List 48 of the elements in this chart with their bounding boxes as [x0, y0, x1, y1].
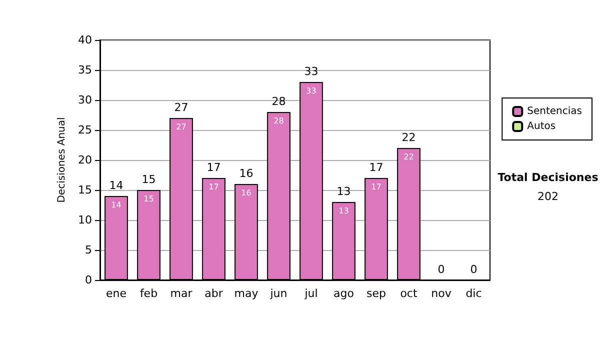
- x-tick-label: jun: [269, 287, 288, 300]
- y-tick-label: 35: [78, 64, 92, 76]
- total-label: 16: [239, 167, 254, 180]
- data-label: 17: [208, 182, 219, 192]
- data-label: 28: [274, 116, 284, 126]
- data-label: 13: [338, 206, 349, 216]
- x-tick-label: feb: [140, 287, 158, 300]
- x-tick-label: nov: [431, 287, 452, 300]
- data-label: 33: [306, 86, 316, 96]
- x-tick-label: oct: [400, 287, 418, 300]
- x-tick-label: dic: [466, 287, 482, 300]
- y-tick-label: 0: [85, 274, 92, 286]
- total-label: 27: [174, 101, 188, 114]
- x-tick-label: jul: [304, 287, 318, 300]
- data-label: 17: [371, 182, 382, 192]
- total-label: 22: [402, 131, 416, 144]
- data-label: 16: [241, 188, 252, 198]
- legend-label: Sentencias: [527, 106, 582, 117]
- x-tick-label: mar: [170, 287, 193, 300]
- y-tick-label: 5: [85, 244, 92, 256]
- total-label: 15: [142, 173, 156, 186]
- data-label: 15: [144, 194, 154, 204]
- total-label: 17: [206, 161, 221, 174]
- data-label: 14: [111, 200, 122, 210]
- x-tick-label: may: [234, 287, 259, 300]
- total-label: 14: [109, 179, 124, 192]
- y-tick-label: 25: [78, 124, 92, 136]
- total-label: 0: [438, 263, 445, 276]
- y-tick-label: 20: [78, 154, 92, 166]
- total-label: 0: [470, 263, 478, 276]
- x-tick-label: ene: [106, 287, 127, 300]
- legend-label: Autos: [527, 121, 556, 132]
- total-label: 33: [304, 65, 318, 78]
- x-tick-label: ago: [334, 287, 354, 300]
- y-tick-label: 10: [78, 214, 92, 226]
- text: Total Decisiones: [498, 171, 599, 184]
- y-axis-title: Decisiones Anual: [56, 117, 68, 203]
- data-label: 22: [404, 152, 414, 162]
- total-label: 17: [369, 161, 384, 174]
- total-label: 28: [272, 95, 286, 108]
- text: 202: [538, 190, 558, 203]
- y-tick-label: 15: [78, 184, 92, 196]
- total-label: 13: [336, 185, 351, 198]
- y-tick-label: 40: [78, 34, 92, 46]
- data-label: 27: [176, 122, 186, 132]
- y-tick-label: 30: [78, 94, 92, 106]
- x-tick-label: sep: [366, 287, 386, 300]
- x-tick-label: abr: [204, 287, 224, 300]
